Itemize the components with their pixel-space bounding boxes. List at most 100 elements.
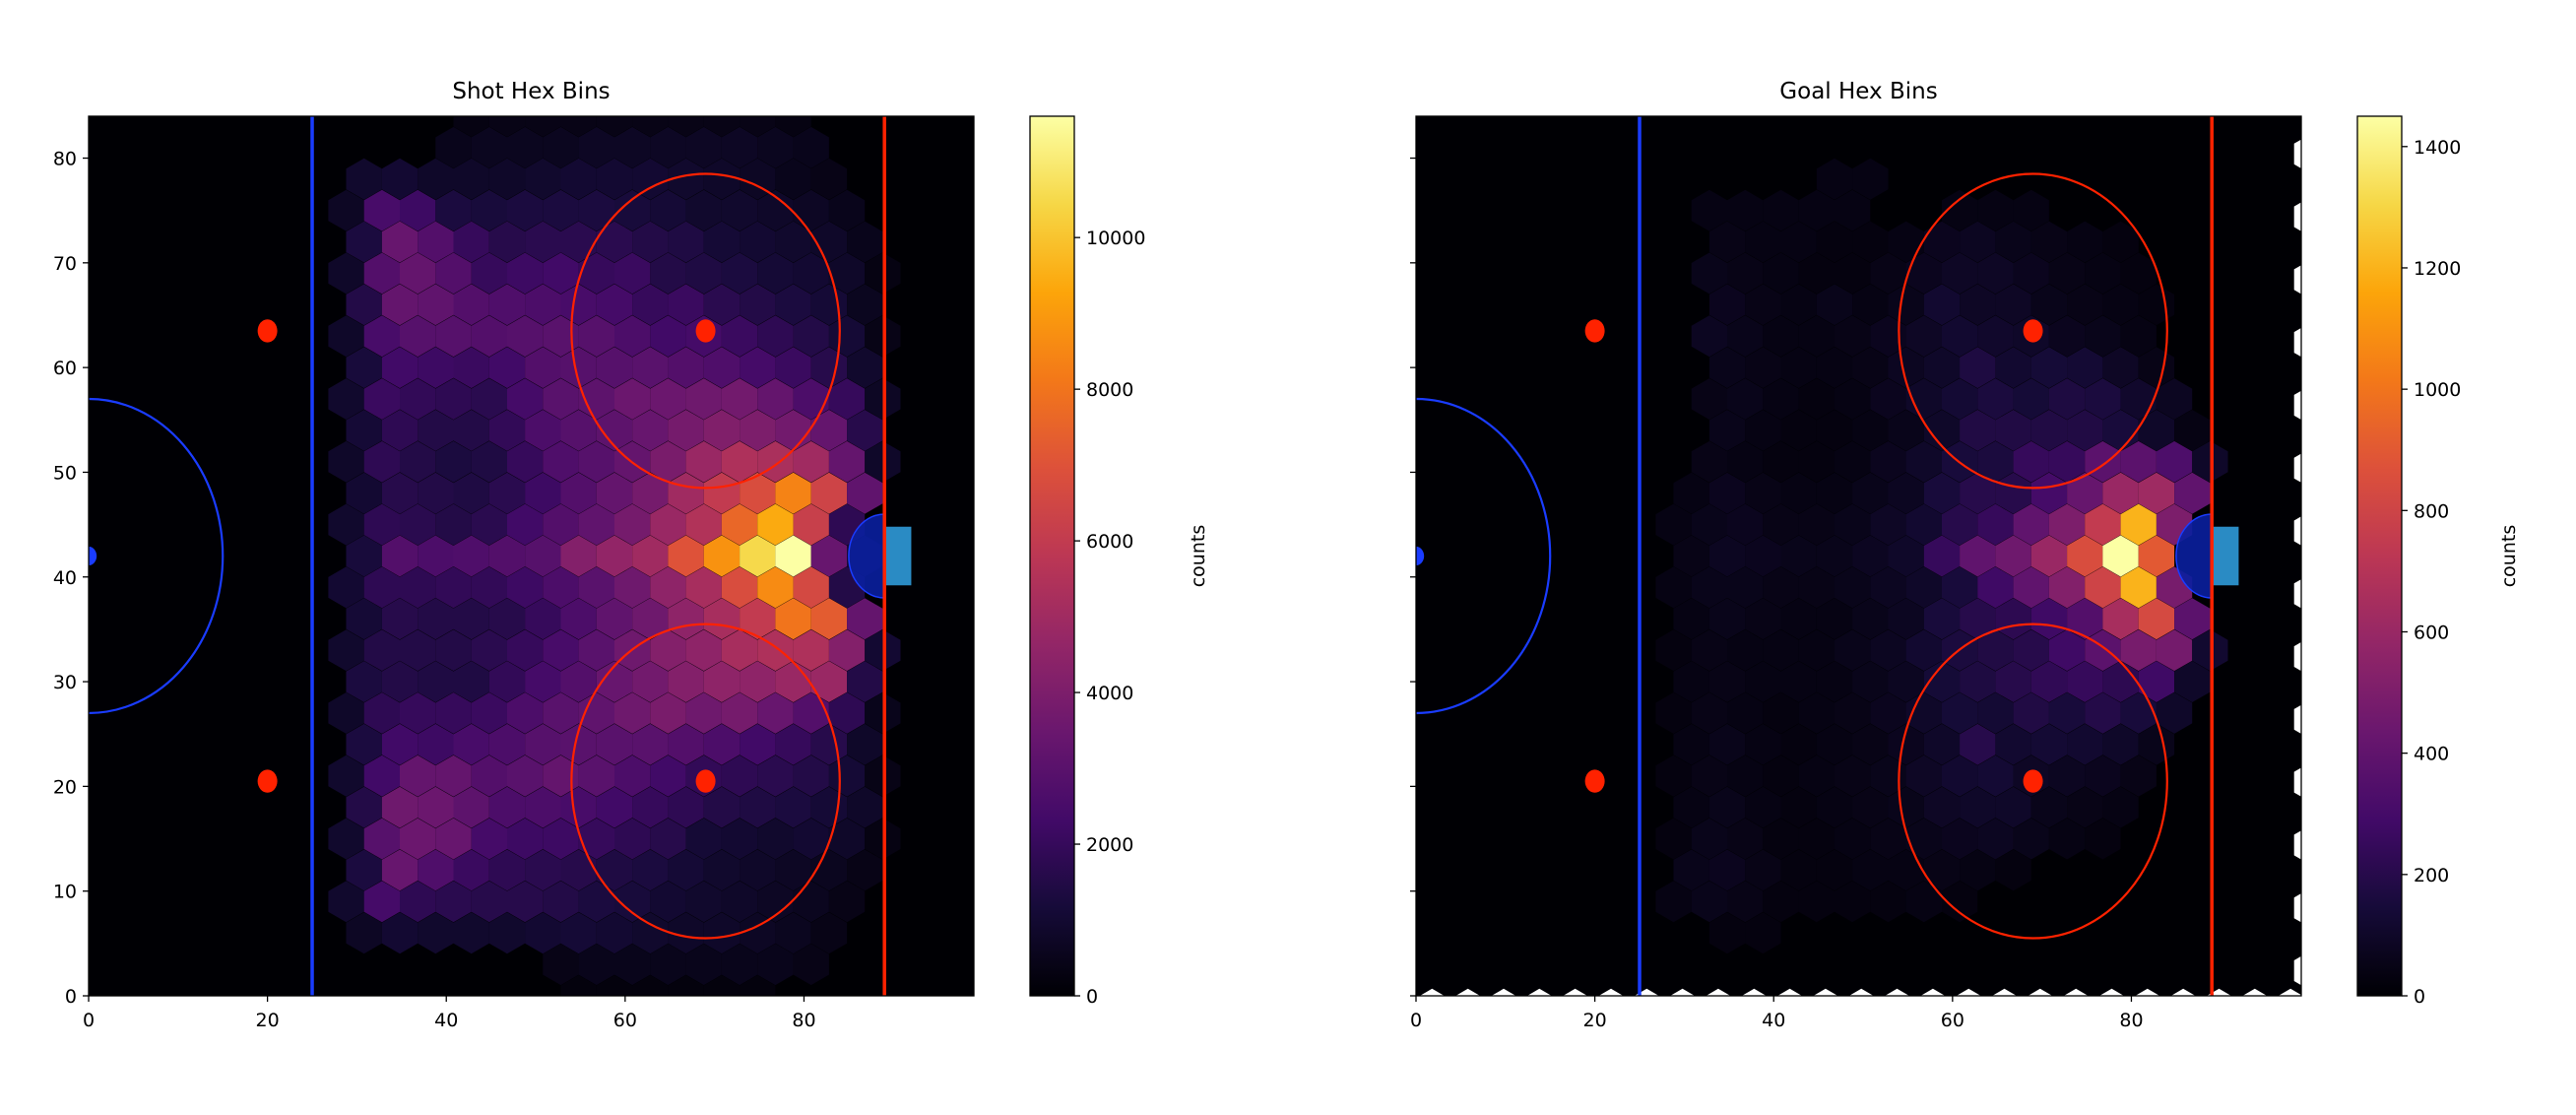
hex-bin [2013, 503, 2049, 546]
hex-bin [2013, 566, 2049, 609]
hex-bin [578, 566, 614, 609]
hex-bin [847, 221, 883, 263]
hex-bin [757, 315, 794, 358]
hex-bin [2030, 284, 2068, 326]
hex-bin [435, 754, 472, 797]
hex-bin [1708, 410, 1746, 451]
white-hex-bin [1563, 988, 1588, 996]
hex-bin [578, 818, 614, 860]
hex-bin [418, 598, 454, 640]
hex-bin [1835, 252, 1871, 295]
hex-bin [1995, 535, 2031, 577]
white-hex-bin [2028, 988, 2053, 996]
hex-bin [1816, 347, 1853, 389]
hex-bin [1745, 786, 1781, 828]
hex-bin [668, 284, 704, 326]
hex-bin [1870, 754, 1906, 797]
hex-bin [865, 440, 901, 483]
hex-bin [560, 661, 597, 702]
hex-bin [810, 221, 848, 263]
hex-bin [1780, 723, 1817, 765]
hex-bin [1673, 535, 1709, 577]
hex-bin [1942, 692, 1978, 734]
hex-bin [596, 849, 633, 891]
hex-bin [488, 661, 526, 702]
hex-bin [650, 818, 686, 860]
hex-bin [703, 535, 741, 577]
hex-bin [793, 754, 829, 797]
hex-bin [507, 189, 544, 231]
hex-bin [2067, 347, 2103, 389]
hex-bin [740, 535, 776, 577]
hex-bin [578, 189, 614, 231]
rink-overlay [89, 116, 912, 996]
colorbar-tick-label: 0 [2414, 986, 2425, 1008]
hex-bin [1763, 818, 1799, 860]
hex-bin [668, 535, 704, 577]
hex-bin [828, 252, 866, 295]
hex-bin [2067, 786, 2103, 828]
hex-bin [1977, 566, 2014, 609]
hex-bin [632, 472, 669, 514]
hex-bin [1835, 378, 1871, 420]
hex-bin [453, 849, 489, 891]
hex-bin [2085, 754, 2121, 797]
hex-bin [363, 566, 400, 609]
colorbar-tick-label: 800 [2414, 500, 2449, 522]
hex-bin [488, 598, 526, 640]
hex-bin [471, 503, 507, 546]
hex-bin [1745, 598, 1781, 640]
hex-bin [703, 472, 741, 514]
hex-bin [632, 347, 669, 389]
hex-bin [1923, 598, 1961, 640]
hex-bin [1745, 347, 1781, 389]
goal-crease [2175, 513, 2213, 599]
chart-title: Shot Hex Bins [452, 79, 610, 104]
hex-bin [453, 912, 489, 954]
hex-bin [488, 158, 526, 200]
hex-bin [1691, 315, 1727, 358]
chart-title: Goal Hex Bins [1779, 79, 1937, 104]
hex-bin [418, 535, 454, 577]
hex-bin [400, 252, 436, 295]
hex-bin [471, 754, 507, 797]
hex-bin [2120, 252, 2157, 295]
hex-bin [1727, 881, 1764, 923]
hex-bin [685, 566, 722, 609]
hex-bin [507, 503, 544, 546]
hex-bin [453, 284, 489, 326]
hex-bin [1673, 598, 1709, 640]
hex-bin [453, 472, 489, 514]
hex-bin [488, 723, 526, 765]
hex-bin [757, 503, 794, 546]
hex-bin [1708, 284, 1746, 326]
hex-bin [740, 284, 776, 326]
hex-bin [1835, 692, 1871, 734]
hex-bin [435, 818, 472, 860]
hex-bin [435, 881, 472, 923]
hex-bin [543, 252, 579, 295]
hex-bin [614, 378, 651, 420]
hex-bin [363, 189, 400, 231]
hex-bin [1745, 849, 1781, 891]
white-hex-bin [1526, 988, 1552, 996]
hex-bin [1691, 754, 1727, 797]
y-tick-label: 0 [65, 986, 77, 1008]
hex-bin [650, 189, 686, 231]
hex-bin [346, 723, 382, 765]
hex-bin [2174, 661, 2211, 702]
hex-bin [740, 723, 776, 765]
hex-bin [1780, 661, 1817, 702]
hex-bin [400, 315, 436, 358]
hex-bin [1763, 881, 1799, 923]
hex-bin [1763, 503, 1799, 546]
hex-bin [1852, 535, 1889, 577]
hex-bin [2156, 378, 2193, 420]
hex-bin [2030, 786, 2068, 828]
hex-bin [1691, 881, 1727, 923]
hex-bin [418, 284, 454, 326]
faceoff-dot [1584, 769, 1605, 793]
hex-bin [2067, 723, 2103, 765]
hex-bin [1745, 221, 1781, 263]
hex-bin [560, 535, 597, 577]
